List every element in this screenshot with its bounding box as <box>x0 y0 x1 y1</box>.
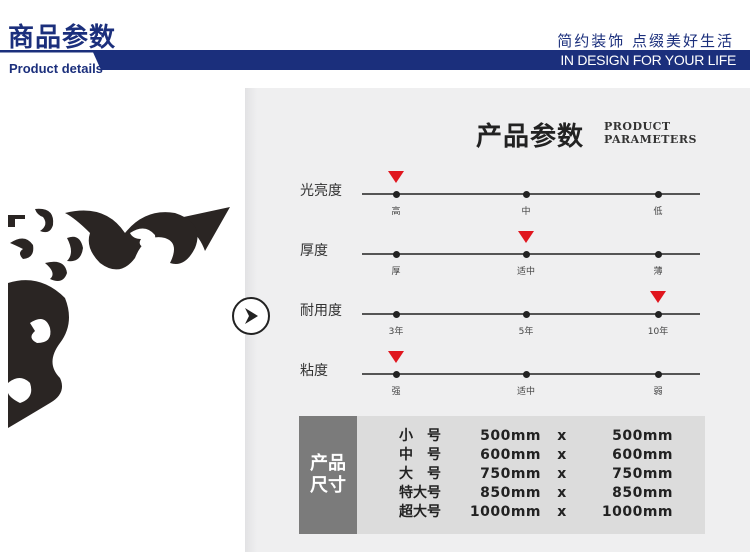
scale-tick-label: 弱 <box>653 387 663 397</box>
next-button[interactable] <box>232 297 270 335</box>
size-row: 中 号 600mm x 600mm <box>399 446 673 465</box>
selected-marker-icon <box>650 291 666 303</box>
panel-title-en-line2: PARAMETERS <box>604 133 697 146</box>
scale-dot <box>654 310 662 318</box>
scale-line <box>362 373 700 375</box>
page-title: 商品参数 <box>8 23 117 53</box>
parameter-label: 光亮度 <box>300 183 342 199</box>
scale-line <box>362 313 700 315</box>
size-times: x <box>557 485 567 501</box>
size-row: 特大号 850mm x 850mm <box>399 484 673 503</box>
size-height: 500mm <box>612 428 673 444</box>
scale-dot <box>392 250 400 258</box>
corner-ornament <box>8 207 230 428</box>
scale-tick-label: 3年 <box>388 327 404 337</box>
section-subtitle: Product details <box>9 61 103 76</box>
scale-line <box>362 253 700 255</box>
scale-tick-label: 10年 <box>647 327 669 337</box>
selected-marker-icon <box>388 351 404 363</box>
size-row: 超大号 1000mm x 1000mm <box>399 503 673 522</box>
scale-tick-label: 厚 <box>391 267 401 277</box>
panel-title-en-line1: PRODUCT <box>604 120 671 133</box>
scale-dot <box>522 250 530 258</box>
header-bar <box>0 50 750 70</box>
panel-title-en: PRODUCT PARAMETERS <box>604 120 697 146</box>
parameter-label: 厚度 <box>300 243 328 259</box>
scale-dot <box>392 370 400 378</box>
scale-tick-label: 强 <box>391 387 401 397</box>
selected-marker-icon <box>388 171 404 183</box>
size-heading: 产品 尺寸 <box>299 416 357 534</box>
size-name: 特大号 <box>399 485 441 501</box>
scale-tick-label: 适中 <box>516 387 536 397</box>
size-width: 850mm <box>480 485 541 501</box>
size-name: 大 号 <box>399 466 441 482</box>
scale-dot <box>654 370 662 378</box>
size-name: 超大号 <box>399 504 441 520</box>
size-heading-line1: 产品 <box>310 453 346 474</box>
size-heading-line2: 尺寸 <box>310 475 346 496</box>
size-rows: 小 号 500mm x 500mm 中 号 600mm x 600mm 大 号 750mm x 750… <box>399 427 673 522</box>
scale-tick-label: 中 <box>521 207 531 217</box>
parameter-label: 耐用度 <box>300 303 342 319</box>
size-height: 600mm <box>612 447 673 463</box>
size-name: 小 号 <box>399 428 441 444</box>
chevron-right-icon <box>245 308 258 324</box>
scale-dot <box>522 370 530 378</box>
size-width: 600mm <box>480 447 541 463</box>
scale-dot <box>522 190 530 198</box>
scale-dot <box>392 190 400 198</box>
parameter-label: 粘度 <box>300 363 328 379</box>
slogan: 简约装饰 点缀美好生活 <box>557 32 734 50</box>
scale-tick-label: 适中 <box>516 267 536 277</box>
size-times: x <box>557 428 567 444</box>
size-times: x <box>557 447 567 463</box>
size-height: 1000mm <box>601 504 673 520</box>
selected-marker-icon <box>518 231 534 243</box>
size-row: 小 号 500mm x 500mm <box>399 427 673 446</box>
scale-dot <box>654 190 662 198</box>
size-name: 中 号 <box>399 447 441 463</box>
size-table: 产品 尺寸 小 号 500mm x 500mm 中 号 600mm x 600mm 大 号 750m… <box>299 416 705 534</box>
panel-title: 产品参数 <box>476 122 585 152</box>
scale-tick-label: 高 <box>391 207 401 217</box>
size-times: x <box>557 466 567 482</box>
size-row: 大 号 750mm x 750mm <box>399 465 673 484</box>
size-height: 850mm <box>612 485 673 501</box>
scale-dot <box>654 250 662 258</box>
scale-tick-label: 5年 <box>518 327 534 337</box>
scale-line <box>362 193 700 195</box>
size-width: 500mm <box>480 428 541 444</box>
scale-tick-label: 低 <box>653 207 663 217</box>
size-width: 1000mm <box>469 504 541 520</box>
scale-dot <box>522 310 530 318</box>
scale-dot <box>392 310 400 318</box>
tagline: IN DESIGN FOR YOUR LIFE <box>560 52 736 68</box>
size-height: 750mm <box>612 466 673 482</box>
size-width: 750mm <box>480 466 541 482</box>
scale-tick-label: 薄 <box>653 267 663 277</box>
size-times: x <box>557 504 567 520</box>
